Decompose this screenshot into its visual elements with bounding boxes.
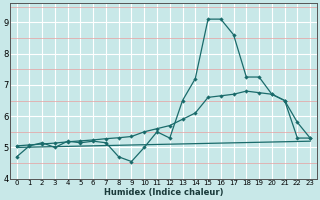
X-axis label: Humidex (Indice chaleur): Humidex (Indice chaleur): [104, 188, 223, 197]
